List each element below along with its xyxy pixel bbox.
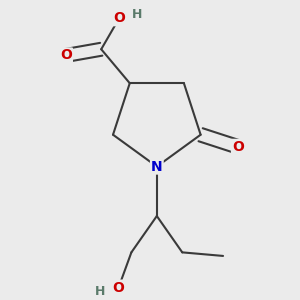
Text: O: O <box>112 280 124 295</box>
Text: O: O <box>232 140 244 154</box>
Text: O: O <box>113 11 125 25</box>
Text: H: H <box>132 8 142 21</box>
Text: H: H <box>95 284 106 298</box>
Text: O: O <box>60 49 72 62</box>
Text: N: N <box>151 160 163 174</box>
